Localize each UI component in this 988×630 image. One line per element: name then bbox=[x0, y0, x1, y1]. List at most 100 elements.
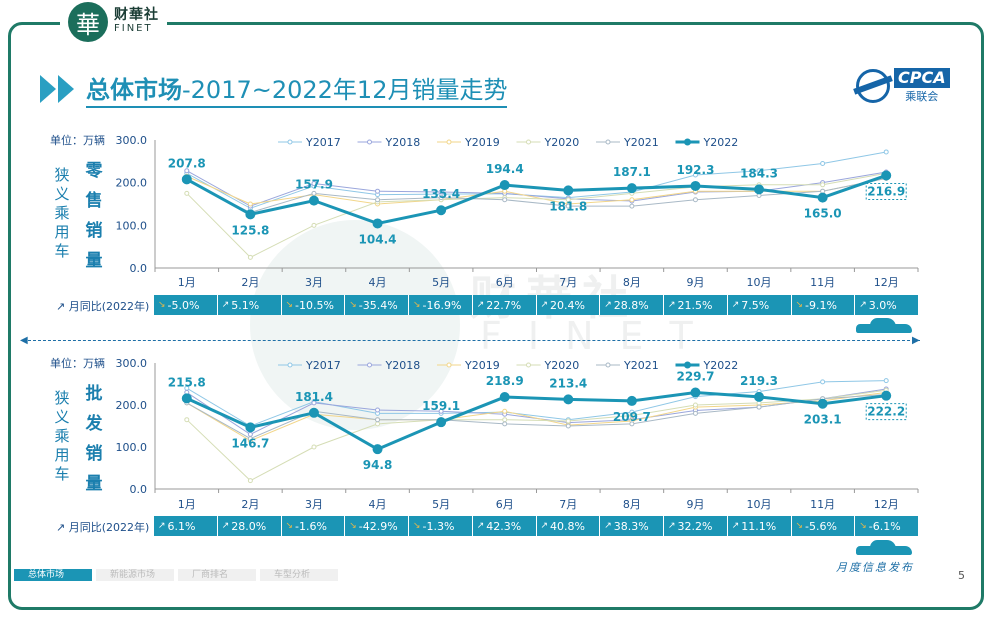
yoy-value: -5.0% bbox=[167, 298, 200, 312]
x-tick-label: 1月 bbox=[178, 276, 196, 289]
data-label: 218.9 bbox=[486, 374, 524, 388]
watermark-logo bbox=[250, 220, 460, 430]
retail-yoy-row: ↘ -5.0% ↗ 5.1% ↘ -10.5% ↘ -35.4% ↘ -16.9% ↗ 22.7% ↗ 2… bbox=[154, 295, 919, 315]
data-point-y2020 bbox=[247, 254, 253, 260]
x-tick-label: 5月 bbox=[432, 498, 450, 511]
trend-down-icon: ↘ bbox=[285, 521, 294, 531]
legend-label: Y2019 bbox=[464, 359, 500, 372]
data-point-y2022 bbox=[626, 395, 637, 406]
yoy-cell: ↗ 5.1% bbox=[217, 295, 282, 315]
finet-logo-en: FINET bbox=[114, 23, 153, 34]
data-point-y2019 bbox=[502, 408, 508, 414]
trend-up-icon: ↗ bbox=[731, 300, 740, 310]
footer-tab[interactable]: 新能源市场 bbox=[96, 569, 174, 581]
trend-up-icon: ↗ bbox=[476, 521, 485, 531]
data-point-y2022 bbox=[436, 417, 447, 428]
yoy-value: 11.1% bbox=[741, 519, 777, 533]
legend-marker bbox=[684, 138, 691, 146]
x-tick-label: 7月 bbox=[559, 276, 577, 289]
slide-frame bbox=[8, 22, 984, 610]
data-point-y2022 bbox=[626, 183, 637, 194]
trend-up-icon: ↗ bbox=[158, 521, 166, 531]
data-point-y2020 bbox=[692, 402, 698, 408]
yoy-cell: ↘ -42.9% bbox=[345, 516, 409, 536]
yoy-cell: ↘ -5.0% bbox=[154, 295, 218, 315]
side-label-char: 用 bbox=[54, 446, 69, 464]
data-label: 94.8 bbox=[363, 458, 393, 472]
unit-label: 单位：万辆 bbox=[50, 356, 105, 370]
title-rest: -2017~2022年12月销量走势 bbox=[182, 76, 508, 104]
trend-down-icon: ↘ bbox=[158, 300, 166, 310]
data-point-y2022 bbox=[245, 422, 256, 433]
data-point-y2021 bbox=[692, 197, 698, 203]
x-tick-label: 12月 bbox=[874, 276, 899, 289]
side-label-char: 义 bbox=[54, 185, 69, 203]
data-point-y2020 bbox=[565, 418, 571, 424]
legend-label: Y2018 bbox=[385, 359, 421, 372]
trend-down-icon: ↘ bbox=[859, 521, 867, 531]
data-label: 209.7 bbox=[613, 410, 651, 424]
data-point-y2022 bbox=[881, 390, 892, 401]
wholesale-yoy-row: ↗ 6.1% ↗ 28.0% ↘ -1.6% ↘ -42.9% ↘ -1.3% ↗ 42.3% ↗ 40.… bbox=[154, 516, 919, 536]
x-tick-label: 10月 bbox=[747, 276, 772, 289]
data-label-box bbox=[865, 182, 907, 200]
data-label: 207.8 bbox=[168, 156, 206, 170]
trend-icon: ↗ bbox=[56, 521, 66, 534]
data-point-y2022 bbox=[245, 209, 256, 220]
data-point-y2022 bbox=[308, 195, 319, 206]
finet-logo-cn: 财華社 bbox=[114, 7, 159, 23]
metric-label-char: 量 bbox=[86, 250, 103, 271]
legend-marker bbox=[605, 139, 611, 145]
legend-marker bbox=[287, 362, 293, 368]
legend-label: Y2017 bbox=[305, 136, 341, 149]
data-point-y2021 bbox=[502, 421, 508, 427]
x-tick-label: 3月 bbox=[305, 276, 323, 289]
series-line-y2018 bbox=[186, 388, 887, 435]
finet-logo: 華 财華社 FINET bbox=[60, 2, 167, 42]
data-label: 192.3 bbox=[676, 163, 714, 177]
data-point-y2022 bbox=[754, 184, 765, 195]
data-point-y2021 bbox=[629, 421, 635, 427]
x-tick-label: 6月 bbox=[496, 276, 514, 289]
page-title: 总体市场-2017~2022年12月销量走势 bbox=[40, 70, 508, 108]
trend-up-icon: ↗ bbox=[668, 300, 676, 310]
y-tick-label: 300.0 bbox=[116, 134, 148, 147]
data-point-y2022 bbox=[181, 393, 192, 404]
data-point-y2021 bbox=[375, 417, 381, 423]
x-tick-label: 1月 bbox=[178, 498, 196, 511]
data-point-y2022 bbox=[817, 398, 828, 409]
data-label: 203.1 bbox=[804, 413, 842, 427]
data-label: 181.8 bbox=[549, 199, 587, 213]
data-label: 165.0 bbox=[804, 207, 842, 221]
x-tick-label: 4月 bbox=[369, 276, 387, 289]
legend-label: Y2021 bbox=[623, 359, 659, 372]
metric-label-char: 批 bbox=[86, 383, 103, 404]
trend-up-icon: ↗ bbox=[540, 521, 549, 531]
footer-tab[interactable]: 车型分析 bbox=[260, 569, 338, 581]
data-point-y2017 bbox=[883, 378, 889, 384]
data-label: 135.4 bbox=[422, 187, 460, 201]
yoy-cell: ↘ -1.3% bbox=[409, 516, 473, 536]
data-point-y2021 bbox=[820, 188, 826, 194]
data-point-y2022 bbox=[499, 392, 510, 403]
yoy-cell: ↘ -5.6% bbox=[791, 516, 856, 536]
trend-up-icon: ↗ bbox=[604, 300, 612, 310]
arrow-right-icon: ▶ bbox=[912, 335, 920, 346]
footer-tab[interactable]: 总体市场 bbox=[14, 569, 92, 581]
yoy-cell: ↘ -6.1% bbox=[855, 516, 919, 536]
data-point-y2020 bbox=[565, 197, 571, 203]
yoy-cell: ↘ -9.1% bbox=[791, 295, 856, 315]
x-tick-label: 11月 bbox=[810, 276, 835, 289]
section-divider bbox=[28, 340, 920, 341]
x-tick-label: 2月 bbox=[241, 276, 259, 289]
series-line-y2019 bbox=[186, 391, 887, 442]
yoy-cell: ↗ 11.1% bbox=[727, 516, 792, 536]
yoy-cell: ↗ 21.5% bbox=[664, 295, 728, 315]
wholesale-yoy-label: ↗ 月同比(2022年) bbox=[56, 521, 150, 534]
data-point-y2021 bbox=[247, 436, 253, 442]
footer-tab[interactable]: 厂商排名 bbox=[178, 569, 256, 581]
side-label-char: 车 bbox=[54, 242, 69, 260]
data-point-y2022 bbox=[181, 174, 192, 185]
yoy-value: 32.2% bbox=[677, 519, 713, 533]
metric-label-char: 零 bbox=[85, 161, 104, 181]
